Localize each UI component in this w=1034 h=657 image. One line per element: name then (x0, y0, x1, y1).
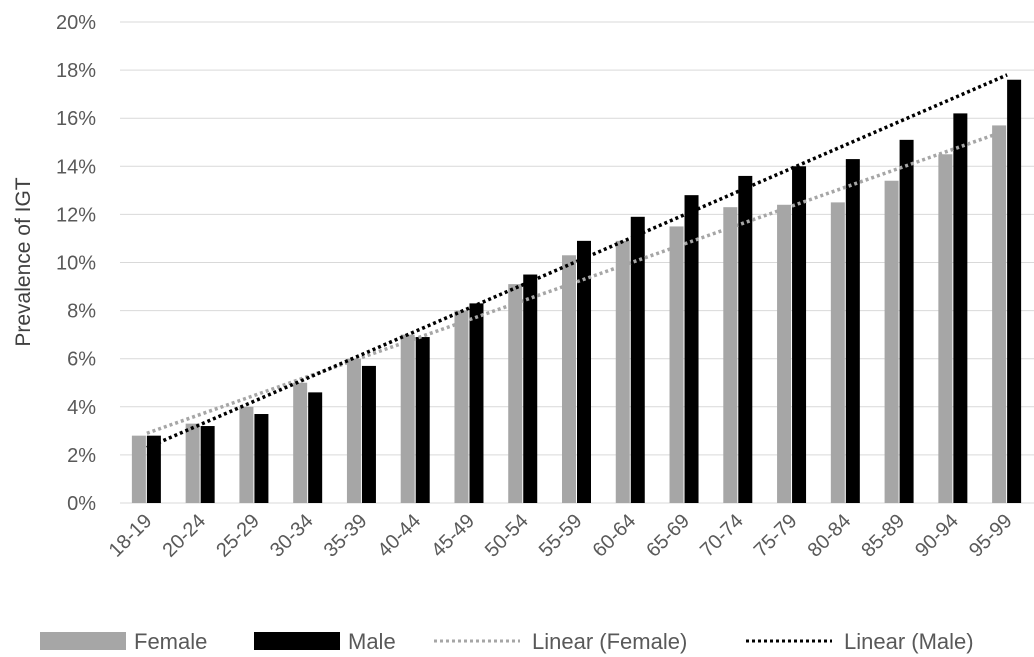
y-tick-label: 18% (56, 60, 96, 82)
y-axis-tick-labels: 0% 2% 4% 6% 8% 10% 12% 14% 16% 18% 20% (56, 12, 96, 515)
y-tick-label: 10% (56, 253, 96, 275)
y-axis-title: Prevalence of IGT (12, 177, 35, 346)
legend-label-female: Female (134, 629, 207, 654)
bar-male-40-44 (415, 337, 430, 503)
bar-male-18-19 (146, 435, 161, 503)
x-tick-label: 45-49 (427, 510, 479, 562)
x-tick-label: 90-94 (911, 510, 963, 562)
bar-male-80-84 (845, 159, 860, 503)
bar-female-35-39 (346, 358, 361, 503)
trendline-linear-female (146, 128, 1008, 435)
legend: Female Male Linear (Female) Linear (Male… (40, 629, 974, 654)
bar-female-85-89 (884, 180, 899, 504)
bar-male-30-34 (308, 392, 323, 503)
legend-label-linear-female: Linear (Female) (532, 629, 687, 654)
legend-label-male: Male (348, 629, 396, 654)
bar-male-95-99 (1007, 79, 1022, 503)
bar-male-75-79 (792, 166, 807, 504)
y-tick-label: 8% (67, 301, 96, 323)
bar-female-75-79 (777, 204, 792, 503)
x-tick-label: 80-84 (804, 510, 856, 562)
trendlines (146, 73, 1008, 450)
x-tick-label: 25-29 (212, 510, 264, 562)
bar-male-45-49 (469, 303, 484, 503)
bar-male-35-39 (361, 365, 376, 503)
x-tick-label: 30-34 (266, 510, 318, 562)
bars (131, 79, 1022, 504)
bar-female-40-44 (400, 334, 415, 503)
x-tick-label: 35-39 (320, 510, 372, 562)
y-tick-label: 6% (67, 349, 96, 371)
legend-swatch-male (254, 632, 340, 650)
bar-female-18-19 (131, 435, 146, 503)
x-axis-tick-labels: 18-19 20-24 25-29 30-34 35-39 40-44 45-49 50-54… (105, 510, 1017, 562)
bar-female-30-34 (293, 382, 308, 503)
trendline-linear-male (146, 73, 1008, 450)
bar-female-80-84 (830, 202, 845, 503)
bar-female-65-69 (669, 226, 684, 504)
y-tick-label: 12% (56, 204, 96, 226)
x-tick-label: 40-44 (374, 510, 426, 562)
bar-male-85-89 (899, 139, 914, 503)
bar-male-50-54 (523, 274, 538, 503)
bar-male-20-24 (200, 426, 215, 503)
y-tick-label: 16% (56, 108, 96, 130)
bar-female-55-59 (562, 255, 576, 503)
bar-female-20-24 (185, 423, 200, 503)
bar-male-90-94 (953, 113, 968, 503)
legend-swatch-female (40, 632, 126, 650)
x-tick-label: 75-79 (750, 510, 802, 562)
x-tick-label: 18-19 (105, 510, 157, 562)
y-tick-label: 14% (56, 156, 96, 178)
bar-male-25-29 (254, 414, 269, 503)
bar-female-25-29 (239, 406, 254, 503)
x-tick-label: 20-24 (158, 510, 210, 562)
bar-female-70-74 (723, 207, 738, 503)
y-tick-label: 0% (67, 493, 96, 515)
legend-label-linear-male: Linear (Male) (844, 629, 974, 654)
x-tick-label: 70-74 (696, 510, 748, 562)
y-tick-label: 2% (67, 445, 96, 467)
x-tick-label: 85-89 (857, 510, 909, 562)
bar-female-45-49 (454, 310, 469, 503)
y-tick-label: 20% (56, 12, 96, 34)
bar-male-55-59 (577, 240, 591, 504)
x-tick-label: 50-54 (481, 510, 533, 562)
bar-female-95-99 (992, 125, 1007, 503)
bar-female-90-94 (938, 154, 953, 503)
x-tick-label: 95-99 (965, 510, 1017, 562)
bar-male-65-69 (684, 195, 699, 503)
bar-female-60-64 (615, 240, 630, 504)
y-tick-label: 4% (67, 397, 96, 419)
bar-female-50-54 (508, 284, 523, 503)
bar-male-60-64 (630, 216, 645, 503)
x-tick-label: 55-59 (535, 510, 587, 562)
bar-male-70-74 (738, 175, 753, 504)
x-tick-label: 60-64 (589, 510, 641, 562)
x-tick-label: 65-69 (642, 510, 694, 562)
